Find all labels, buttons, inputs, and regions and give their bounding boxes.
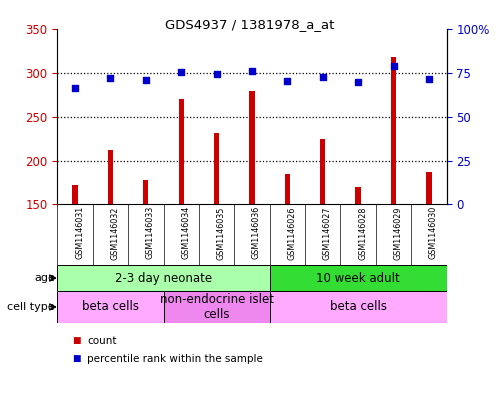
Text: cell type: cell type bbox=[7, 302, 55, 312]
Point bbox=[283, 78, 291, 84]
Text: percentile rank within the sample: percentile rank within the sample bbox=[87, 354, 263, 364]
Point bbox=[71, 85, 79, 91]
Bar bbox=[269, 291, 447, 323]
Point bbox=[248, 68, 256, 75]
Bar bbox=[72, 185, 78, 204]
Bar bbox=[57, 291, 164, 323]
Bar bbox=[57, 265, 269, 291]
Bar bbox=[250, 91, 254, 204]
Text: GSM1146030: GSM1146030 bbox=[429, 206, 438, 259]
Point bbox=[106, 74, 114, 81]
Bar bbox=[320, 139, 325, 204]
Bar bbox=[355, 187, 361, 204]
Bar bbox=[391, 57, 396, 204]
Bar bbox=[214, 133, 219, 204]
Text: GSM1146031: GSM1146031 bbox=[75, 206, 84, 259]
Text: non-endocrine islet
cells: non-endocrine islet cells bbox=[160, 293, 273, 321]
Point bbox=[390, 63, 398, 69]
Text: GSM1146032: GSM1146032 bbox=[110, 206, 119, 259]
Text: ■: ■ bbox=[72, 354, 81, 364]
Bar bbox=[164, 291, 269, 323]
Bar bbox=[269, 265, 447, 291]
Bar bbox=[285, 174, 290, 204]
Text: GSM1146027: GSM1146027 bbox=[323, 206, 332, 260]
Text: GSM1146029: GSM1146029 bbox=[394, 206, 403, 260]
Text: GSM1146035: GSM1146035 bbox=[217, 206, 226, 259]
Point bbox=[142, 77, 150, 83]
Point bbox=[354, 79, 362, 85]
Bar bbox=[179, 99, 184, 204]
Point bbox=[213, 71, 221, 77]
Text: beta cells: beta cells bbox=[82, 300, 139, 314]
Text: ■: ■ bbox=[72, 336, 81, 345]
Text: GDS4937 / 1381978_a_at: GDS4937 / 1381978_a_at bbox=[165, 18, 334, 31]
Text: GSM1146033: GSM1146033 bbox=[146, 206, 155, 259]
Bar bbox=[426, 172, 432, 204]
Bar bbox=[143, 180, 149, 204]
Text: GSM1146026: GSM1146026 bbox=[287, 206, 296, 259]
Text: count: count bbox=[87, 336, 117, 345]
Text: 10 week adult: 10 week adult bbox=[316, 272, 400, 285]
Text: GSM1146034: GSM1146034 bbox=[181, 206, 190, 259]
Text: 2-3 day neonate: 2-3 day neonate bbox=[115, 272, 212, 285]
Text: age: age bbox=[34, 273, 55, 283]
Text: beta cells: beta cells bbox=[330, 300, 387, 314]
Text: GSM1146028: GSM1146028 bbox=[358, 206, 367, 259]
Point bbox=[425, 76, 433, 83]
Text: GSM1146036: GSM1146036 bbox=[252, 206, 261, 259]
Point bbox=[177, 69, 185, 75]
Point bbox=[319, 73, 327, 80]
Bar bbox=[108, 150, 113, 204]
